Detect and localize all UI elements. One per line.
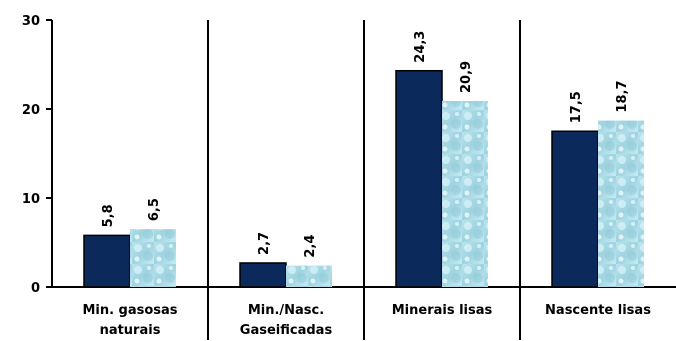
bar [130,229,176,287]
bar [551,130,599,288]
bar [83,234,131,288]
bar [286,265,332,287]
y-tick-label: 10 [22,192,40,207]
category-label: Minerais lisas [392,303,493,318]
data-label: 24,3 [413,31,428,63]
data-label: 5,8 [101,204,116,227]
y-tick-label: 20 [22,103,40,118]
data-label: 2,4 [303,235,318,258]
category-label: Min. gasosas [82,303,177,318]
category-label: naturais [100,323,161,338]
bar [598,120,644,287]
bar [442,100,488,288]
data-label: 20,9 [459,61,474,93]
data-label: 2,7 [257,232,272,255]
data-label: 18,7 [615,80,630,112]
bar [239,262,287,288]
y-tick-label: 0 [31,281,40,296]
data-label: 6,5 [147,198,162,221]
category-label: Min./Nasc. [248,303,324,318]
category-label: Nascente lisas [545,303,651,318]
data-label: 17,5 [569,91,584,123]
bar [395,69,443,288]
category-label: Gaseificadas [240,323,333,338]
y-tick-label: 30 [22,14,40,29]
